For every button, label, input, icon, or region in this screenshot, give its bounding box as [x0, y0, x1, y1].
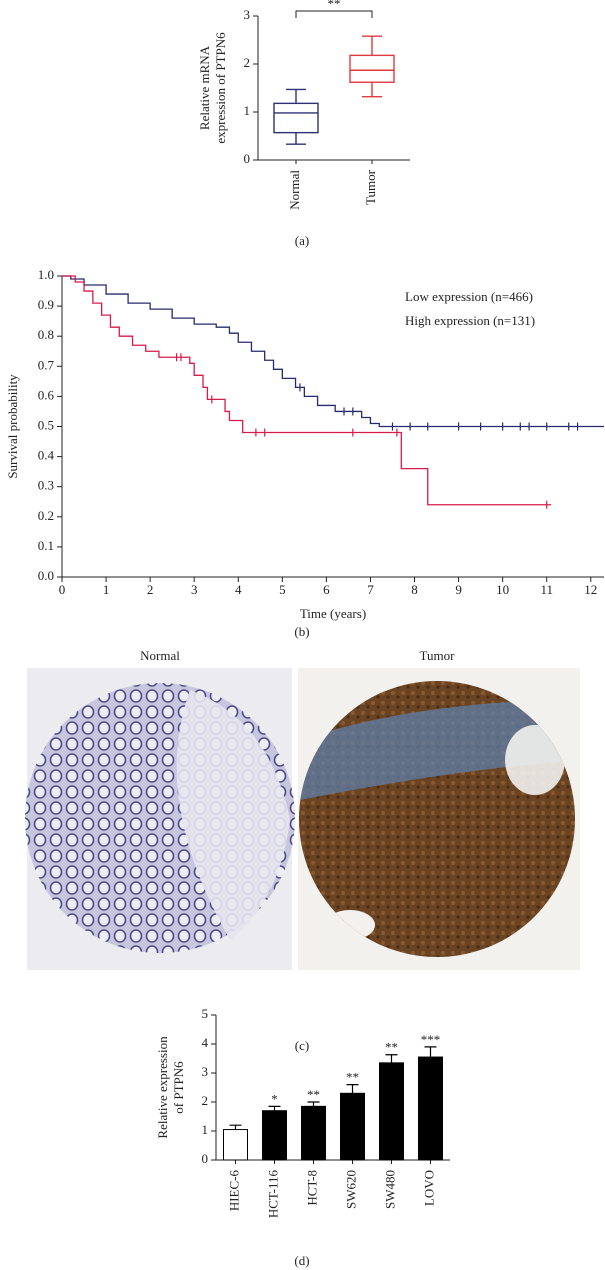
error-bar [307, 1101, 320, 1107]
box [349, 54, 395, 83]
x-tick-label: HCT-8 [304, 1170, 319, 1206]
y-tick-label: 0.6 [38, 387, 55, 402]
y-axis-title: Survival probability [5, 374, 20, 479]
panel-c: Normal Tumor (c) [25, 648, 580, 1053]
y-tick-label: 1 [202, 1122, 209, 1137]
image-title: Tumor [420, 648, 456, 663]
legend-label: Low expression (n=466) [405, 289, 533, 304]
panel-label: (a) [295, 233, 309, 248]
stroma-band [300, 700, 575, 800]
y-axis-title: expression of PTPN6 [213, 32, 228, 144]
x-tick-label: 9 [455, 582, 462, 597]
y-tick-label: 0.7 [38, 357, 55, 372]
significance: * [271, 1091, 278, 1106]
x-tick-label: 4 [235, 582, 242, 597]
x-tick-label: SW620 [343, 1170, 358, 1209]
y-tick-label: 2 [202, 1093, 209, 1108]
panel-label: (d) [294, 1253, 309, 1268]
x-axis-title: Time (years) [300, 606, 366, 621]
image-normal-stroma [176, 690, 290, 940]
significance: ** [307, 1087, 320, 1102]
error-bar [268, 1105, 281, 1111]
y-tick-label: 2 [244, 55, 251, 70]
significance: ** [328, 0, 341, 11]
legend-label: High expression (n=131) [405, 313, 535, 328]
y-tick-label: 3 [202, 1064, 209, 1079]
significance: ** [346, 1070, 359, 1085]
y-tick-label: 0.9 [38, 297, 54, 312]
x-tick-label: 0 [59, 582, 66, 597]
box [273, 102, 319, 134]
x-tick-label: LOVO [421, 1170, 436, 1206]
y-tick-label: 0.1 [38, 538, 54, 553]
panel-label: (b) [294, 624, 309, 639]
x-tick-label: Normal [287, 170, 302, 210]
x-tick-label: HCT-116 [265, 1170, 280, 1219]
x-tick-label: 3 [191, 582, 198, 597]
error-bar [424, 1046, 437, 1058]
x-tick-label: 8 [411, 582, 418, 597]
image-tumor-detail [300, 700, 575, 940]
panel-label: (c) [295, 1038, 309, 1053]
y-tick-label: 0.2 [38, 508, 54, 523]
bar [379, 1062, 404, 1161]
y-tick-label: 0.3 [38, 478, 54, 493]
significance: ** [385, 1040, 398, 1055]
survival-curve [62, 275, 604, 428]
x-tick-label: 7 [367, 582, 374, 597]
y-tick-label: 0 [244, 151, 251, 166]
bar [418, 1056, 443, 1161]
y-axis-title: Relative expression [155, 1036, 170, 1139]
x-tick-label: 1 [103, 582, 110, 597]
x-tick-label: 11 [540, 582, 553, 597]
x-tick-label: 5 [279, 582, 286, 597]
bar [301, 1105, 326, 1161]
fat-region [505, 725, 565, 795]
bar [262, 1110, 287, 1161]
x-tick-label: 12 [584, 582, 597, 597]
y-axis-title: Relative mRNA [197, 45, 212, 130]
y-tick-label: 4 [202, 1035, 209, 1050]
y-tick-label: 0.4 [38, 448, 55, 463]
y-tick-label: 0.0 [38, 568, 54, 583]
y-tick-label: 0.5 [38, 417, 54, 432]
y-tick-label: 1.0 [38, 267, 54, 282]
y-tick-label: 0 [202, 1151, 209, 1166]
y-tick-label: 0.8 [38, 327, 54, 342]
x-tick-label: 10 [496, 582, 509, 597]
bar [340, 1092, 365, 1161]
y-tick-label: 3 [244, 7, 251, 22]
x-tick-label: Tumor [363, 169, 378, 205]
x-tick-label: HIEC-6 [226, 1170, 241, 1212]
image-title: Normal [140, 648, 180, 663]
x-tick-label: 2 [147, 582, 154, 597]
x-tick-label: 6 [323, 582, 330, 597]
y-axis-title: of PTPN6 [171, 1061, 186, 1114]
survival-curve [62, 275, 552, 506]
y-tick-label: 1 [244, 103, 251, 118]
error-bar [346, 1084, 359, 1094]
x-tick-label: SW480 [382, 1170, 397, 1209]
error-bar [385, 1054, 398, 1063]
error-bar [229, 1124, 242, 1130]
y-tick-label: 5 [202, 1006, 209, 1021]
significance-bracket [295, 10, 373, 18]
bar [223, 1129, 248, 1161]
significance: *** [421, 1032, 441, 1047]
